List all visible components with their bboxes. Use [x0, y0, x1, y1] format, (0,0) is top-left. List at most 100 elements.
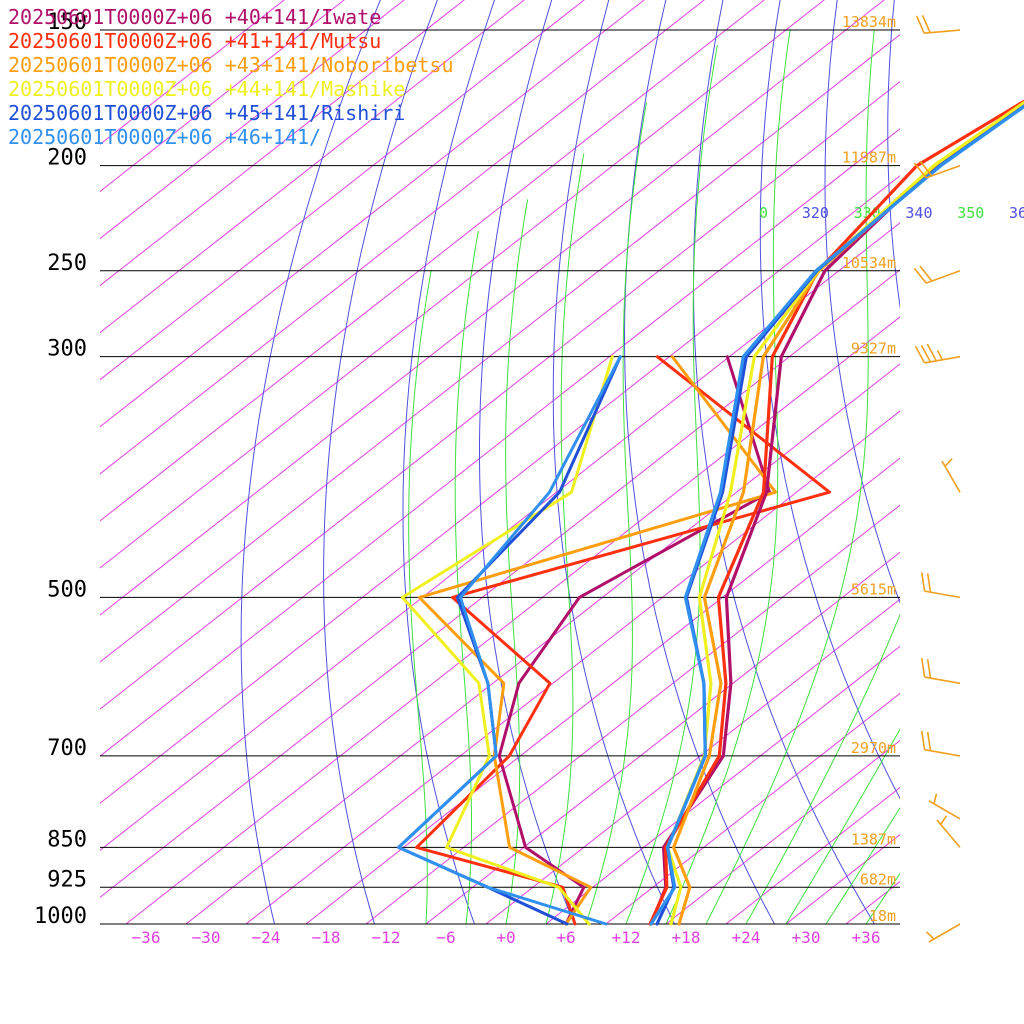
temperature-line: [655, 104, 1024, 926]
wind-barb: [928, 793, 961, 820]
x-tick-label: −24: [252, 928, 281, 947]
dry-adiabat-line: [693, 0, 876, 924]
theta-label: 330: [854, 204, 881, 222]
dry-adiabat-line: [887, 0, 900, 310]
dry-adiabat-line: [824, 0, 900, 605]
x-tick-label: −6: [436, 928, 455, 947]
legend-entry: 20250601T0000Z+06 +43+141/Noboribetsu: [8, 53, 454, 77]
theta-label: 340: [905, 204, 932, 222]
isotherm-line: [545, 645, 900, 924]
height-label: 682m: [860, 870, 896, 888]
x-tick-label: +6: [556, 928, 575, 947]
x-tick-label: +36: [852, 928, 881, 947]
isotherm-line: [100, 0, 465, 287]
dry-adiabat-line: [759, 0, 900, 800]
temperature-line: [665, 100, 1024, 926]
isotherm-line: [100, 0, 825, 569]
temperature-line: [671, 103, 1024, 926]
moist-adiabat-line: [825, 807, 900, 924]
isotherm-line: [785, 833, 900, 924]
isotherm-lines: [100, 0, 900, 924]
isotherm-line: [100, 0, 585, 381]
height-label: 9327m: [851, 340, 896, 358]
moist-adiabat-line: [625, 45, 718, 924]
height-label: 5615m: [851, 580, 896, 598]
moist-adiabat-line: [545, 153, 585, 924]
pressure-label: 500: [47, 577, 87, 602]
wind-barb: [913, 160, 961, 179]
temperature-line: [648, 99, 1024, 926]
isotherm-line: [365, 504, 900, 924]
isotherm-line: [125, 316, 900, 924]
isotherm-line: [100, 269, 900, 898]
moist-adiabat-line: [745, 613, 900, 924]
pressure-label: 300: [47, 337, 87, 362]
wind-barb: [941, 458, 961, 493]
theta-label: 0: [759, 204, 768, 222]
temperature-line: [649, 102, 1024, 926]
pressure-label: 700: [47, 736, 87, 761]
moist-adiabat-line: [454, 231, 479, 924]
isotherm-line: [100, 33, 900, 663]
height-label: 1387m: [851, 830, 896, 848]
dry-adiabat-line: [624, 0, 776, 924]
pressure-label: 200: [47, 146, 87, 171]
theta-label: 360: [1009, 204, 1024, 222]
x-tick-label: −30: [192, 928, 221, 947]
pressure-label: 850: [47, 827, 87, 852]
sounding-series: [397, 99, 1024, 926]
axis-labels: 10016428m15013834m20011987m25010534m3009…: [34, 10, 1024, 947]
legend-entry: 20250601T0000Z+06 +45+141/Rishiri: [8, 101, 406, 125]
isotherm-line: [100, 0, 705, 475]
dry-adiabat-line: [323, 0, 438, 924]
pressure-label: 1000: [34, 904, 87, 929]
isotherm-line: [100, 175, 900, 804]
dry-adiabat-line: [402, 0, 495, 924]
height-label: 11987m: [842, 149, 896, 167]
isotherm-line: [100, 128, 900, 757]
isotherm-line: [185, 363, 900, 924]
legend: 20250601T0000Z+06 +40+141/Iwate 20250601T…: [8, 5, 454, 149]
x-tick-label: +24: [732, 928, 761, 947]
isotherm-line: [100, 0, 405, 240]
moist-adiabat-line: [785, 728, 900, 924]
wind-barb: [920, 572, 961, 599]
isotherm-line: [100, 81, 900, 710]
legend-entry: 20250601T0000Z+06 +46+141/: [8, 125, 322, 149]
isotherm-line: [485, 598, 900, 924]
moist-adiabat-line: [665, 29, 791, 924]
theta-label: 320: [802, 204, 829, 222]
isotherm-line: [100, 0, 765, 522]
x-tick-label: +30: [792, 928, 821, 947]
isotherm-line: [305, 457, 900, 924]
wind-barb: [913, 265, 961, 284]
pressure-label: 925: [47, 867, 87, 892]
wind-barb: [920, 658, 961, 685]
theta-label: 350: [957, 204, 984, 222]
legend-entry: 20250601T0000Z+06 +41+141/Mutsu: [8, 29, 382, 53]
legend-entry: 20250601T0000Z+06 +40+141/Iwate: [8, 5, 382, 29]
wind-barb: [920, 730, 961, 757]
dry-adiabat-line: [1008, 0, 1024, 947]
dry-adiabat-lines: [240, 0, 1024, 947]
height-label: 18m: [869, 907, 896, 925]
wind-barb: [914, 343, 961, 364]
x-tick-label: −36: [132, 928, 161, 947]
dry-adiabat-line: [240, 0, 381, 924]
wind-barb: [925, 923, 961, 943]
x-tick-label: −12: [372, 928, 401, 947]
temperature-line: [649, 104, 1024, 926]
moist-adiabat-lines: [408, 29, 1024, 924]
dry-adiabat-line: [949, 0, 1024, 947]
wind-barbs: [913, 14, 961, 943]
x-tick-label: −18: [312, 928, 341, 947]
wind-barb: [915, 14, 961, 34]
isotherm-line: [100, 0, 885, 616]
isotherm-line: [100, 222, 900, 851]
pressure-label: 150: [47, 10, 87, 35]
moist-adiabat-line: [585, 102, 647, 924]
dry-adiabat-line: [552, 0, 676, 924]
legend-entry: 20250601T0000Z+06 +44+141/Mashike: [8, 77, 406, 101]
moist-adiabat-line: [906, 30, 1024, 924]
